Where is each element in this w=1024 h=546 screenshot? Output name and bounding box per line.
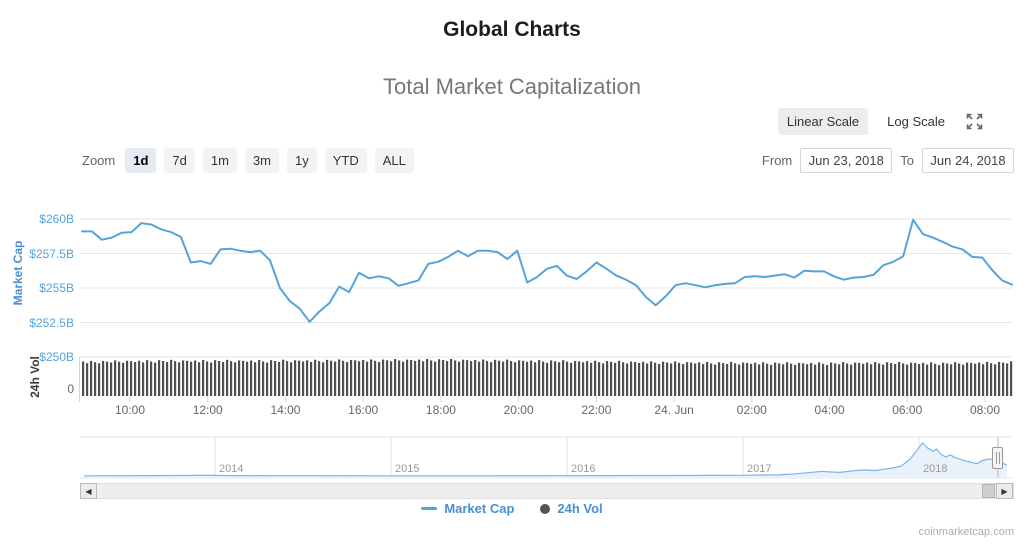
from-date-input[interactable] — [800, 148, 893, 173]
legend-label: 24h Vol — [557, 501, 603, 516]
volume-zero-label: 0 — [67, 382, 74, 396]
fullscreen-icon[interactable] — [964, 112, 984, 132]
zoom-buttons: Zoom 1d 7d 1m 3m 1y YTD ALL — [82, 148, 414, 173]
x-axis-tick-label: 24. Jun — [654, 403, 694, 417]
market-cap-axis-title: Market Cap — [11, 240, 25, 306]
navigator-year-label: 2017 — [747, 463, 772, 475]
navigator-year-label: 2014 — [219, 463, 244, 475]
x-axis-tick-label: 02:00 — [736, 403, 767, 417]
linear-scale-button[interactable]: Linear Scale — [777, 108, 869, 135]
x-axis-tick-label: 08:00 — [969, 403, 1000, 417]
from-label: From — [761, 153, 793, 168]
page-title: Global Charts — [443, 18, 581, 41]
line-series-icon — [421, 507, 438, 510]
scrollbar-right-arrow-icon[interactable]: ▶ — [996, 483, 1013, 499]
navigator-year-label: 2016 — [571, 463, 596, 475]
x-axis-tick-label: 16:00 — [348, 403, 379, 417]
zoom-row: Zoom 1d 7d 1m 3m 1y YTD ALL From To — [82, 148, 1014, 173]
zoom-button-1m[interactable]: 1m — [202, 148, 237, 173]
scrollbar-thumb[interactable] — [982, 484, 995, 498]
navigator-handle[interactable] — [992, 447, 1003, 469]
y-axis-tick-label: $257.5B — [29, 246, 74, 261]
y-axis-tick-label: $252.5B — [29, 315, 74, 330]
to-label: To — [900, 153, 914, 168]
zoom-button-ytd[interactable]: YTD — [324, 148, 367, 173]
navigator-year-label: 2018 — [923, 463, 948, 475]
x-axis-tick-label: 06:00 — [892, 403, 923, 417]
chart-legend: Market Cap 24h Vol — [0, 501, 1024, 516]
x-axis-tick-label: 14:00 — [270, 403, 301, 417]
zoom-button-1d[interactable]: 1d — [125, 148, 157, 173]
x-axis-tick-label: 22:00 — [581, 403, 612, 417]
scrollbar-track[interactable] — [80, 483, 1014, 499]
scale-controls: Linear Scale Log Scale — [777, 108, 1014, 135]
zoom-button-7d[interactable]: 7d — [164, 148, 195, 173]
chart-title: Total Market Capitalization — [382, 74, 641, 99]
x-axis-tick-label: 20:00 — [503, 403, 534, 417]
scrollbar-left-arrow-icon[interactable]: ◀ — [80, 483, 97, 499]
zoom-button-3m[interactable]: 3m — [244, 148, 279, 173]
zoom-button-1y[interactable]: 1y — [287, 148, 317, 173]
x-axis-tick-label: 04:00 — [814, 403, 845, 417]
zoom-label: Zoom — [82, 153, 116, 168]
y-axis-tick-label: $250B — [39, 350, 74, 364]
date-range-controls: From To — [762, 148, 1014, 173]
x-axis-tick-label: 18:00 — [425, 403, 456, 417]
circle-series-icon — [540, 503, 551, 514]
x-axis-tick-label: 12:00 — [192, 403, 223, 417]
log-scale-button[interactable]: Log Scale — [887, 114, 945, 129]
legend-label: Market Cap — [444, 501, 515, 516]
navigator-year-label: 2015 — [395, 463, 420, 475]
to-date-input[interactable] — [922, 148, 1014, 173]
legend-item-24h-vol[interactable]: 24h Vol — [540, 501, 603, 516]
x-axis-tick-label: 10:00 — [114, 403, 146, 417]
y-axis-tick-label: $260B — [39, 212, 74, 226]
watermark: coinmarketcap.com — [918, 526, 1014, 538]
legend-item-market-cap[interactable]: Market Cap — [421, 501, 514, 516]
y-axis-tick-label: $255B — [39, 281, 74, 295]
zoom-button-all[interactable]: ALL — [374, 148, 414, 173]
